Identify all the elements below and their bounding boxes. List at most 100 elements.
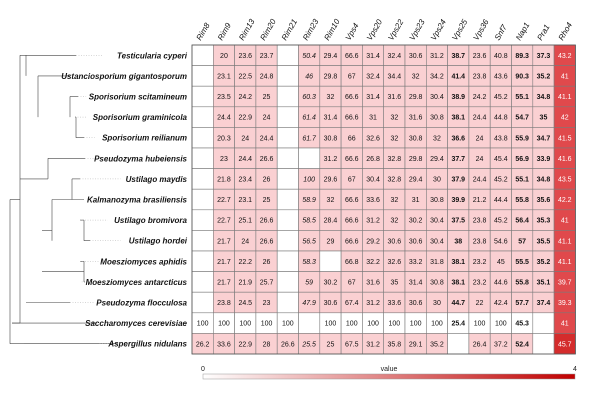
species-label: Aspergillus nidulans (107, 340, 187, 349)
column-label: Rim10 (322, 17, 342, 42)
cell-value: 22.5 (238, 74, 252, 81)
cell-value: 100 (261, 321, 273, 328)
cell-value: 43.6 (494, 74, 508, 81)
cell-value: 39.7 (558, 280, 572, 287)
cell-value: 30 (433, 300, 441, 307)
heatmap-cell (276, 168, 299, 190)
cell-value: 55.8 (515, 280, 529, 287)
cell-value: 60.3 (302, 94, 316, 101)
cell-value: 26.2 (196, 341, 210, 348)
cell-value: 35.6 (537, 197, 551, 204)
cell-value: 41.1 (558, 238, 572, 245)
cell-value: 23.1 (217, 74, 231, 81)
cell-value: 30.6 (409, 53, 423, 60)
cell-value: 30.8 (430, 115, 444, 122)
cell-value: 45.7 (558, 341, 572, 348)
cell-value: 33.9 (537, 156, 551, 163)
cell-value: 30.6 (409, 238, 423, 245)
cell-value: 32 (390, 115, 398, 122)
cell-value: 22.9 (238, 115, 252, 122)
column-label: Pra1 (535, 23, 551, 42)
cell-value: 29.6 (324, 177, 338, 184)
cell-value: 35.1 (537, 280, 551, 287)
species-label: Sporisorium scitamineum (89, 93, 187, 102)
cell-value: 35 (390, 280, 398, 287)
cell-value: 35 (540, 115, 548, 122)
cell-value: 31 (369, 115, 377, 122)
cell-value: 41 (561, 218, 569, 225)
cell-value: 43.2 (558, 53, 572, 60)
heatmap-cell (276, 85, 299, 108)
column-label: Rim21 (280, 17, 299, 42)
cell-value: 58.3 (302, 259, 316, 266)
cell-value: 29.4 (430, 156, 444, 163)
cell-value: 33.6 (366, 197, 380, 204)
heatmap-cell (532, 333, 555, 355)
column-label: Rho4 (557, 20, 575, 42)
column-label: Vps20 (365, 17, 384, 42)
heatmap-cell (276, 271, 299, 293)
heatmap-cell (191, 106, 214, 128)
cell-value: 61.7 (302, 135, 317, 142)
cell-value: 32 (390, 135, 398, 142)
cell-value: 55.1 (515, 94, 529, 101)
cell-value: 31.2 (324, 156, 338, 163)
cell-value: 56.5 (302, 238, 316, 245)
heatmap-cell (191, 44, 214, 66)
heatmap-cell (191, 291, 214, 314)
cell-value: 46 (305, 74, 313, 81)
column-label: Vps22 (386, 17, 405, 42)
cell-value: 67 (348, 74, 356, 81)
heatmap-cell (447, 333, 470, 355)
cell-value: 33.6 (217, 341, 231, 348)
cell-value: 35.2 (537, 259, 551, 266)
heatmap-cell (191, 85, 214, 108)
colorbar-title: value (381, 366, 398, 373)
cell-value: 23.7 (260, 53, 274, 60)
cell-value: 32 (327, 94, 335, 101)
species-label: Moesziomyces antarcticus (86, 278, 188, 287)
heatmap-border (191, 44, 576, 355)
cell-value: 41 (561, 74, 569, 81)
column-label: Vps36 (471, 17, 490, 42)
heatmap-cell (276, 209, 299, 231)
species-label: Moesziomyces aphidis (100, 257, 187, 266)
column-label: Nap1 (514, 21, 531, 42)
cell-value: 25 (327, 341, 335, 348)
cell-value: 24 (476, 156, 484, 163)
cell-value: 90.3 (515, 74, 529, 81)
cell-value: 31.4 (366, 53, 380, 60)
cell-value: 24 (263, 115, 271, 122)
heatmap-cell (191, 168, 214, 190)
cell-value: 24.4 (238, 156, 252, 163)
cell-value: 37.9 (451, 177, 465, 184)
cell-value: 45.3 (515, 321, 529, 328)
cell-value: 31.4 (324, 115, 338, 122)
cell-value: 29.8 (409, 94, 423, 101)
cell-value: 20 (220, 53, 228, 60)
column-label: Snf7 (493, 23, 509, 42)
cell-value: 54.6 (494, 238, 508, 245)
cell-value: 23.1 (238, 197, 252, 204)
cell-value: 20.3 (217, 135, 231, 142)
column-label: Vps4 (344, 21, 361, 42)
cell-value: 56.9 (515, 156, 529, 163)
cell-value: 38 (454, 238, 462, 245)
cell-value: 30.6 (409, 300, 423, 307)
cell-value: 26.6 (260, 238, 274, 245)
cell-value: 32.6 (388, 259, 402, 266)
cell-value: 24.4 (473, 115, 487, 122)
cell-value: 35.2 (537, 74, 551, 81)
cell-value: 23.2 (473, 259, 487, 266)
cell-value: 34.7 (537, 135, 551, 142)
cell-value: 30.4 (430, 238, 444, 245)
cell-value: 35.2 (430, 341, 444, 348)
species-label: Pseudozyma flocculosa (96, 299, 187, 308)
cell-value: 100 (367, 321, 379, 328)
cell-value: 23.8 (473, 218, 487, 225)
cell-value: 42.4 (494, 300, 508, 307)
cell-value: 30.2 (409, 218, 423, 225)
heatmap-cell (298, 147, 321, 169)
cell-value: 25 (263, 94, 271, 101)
